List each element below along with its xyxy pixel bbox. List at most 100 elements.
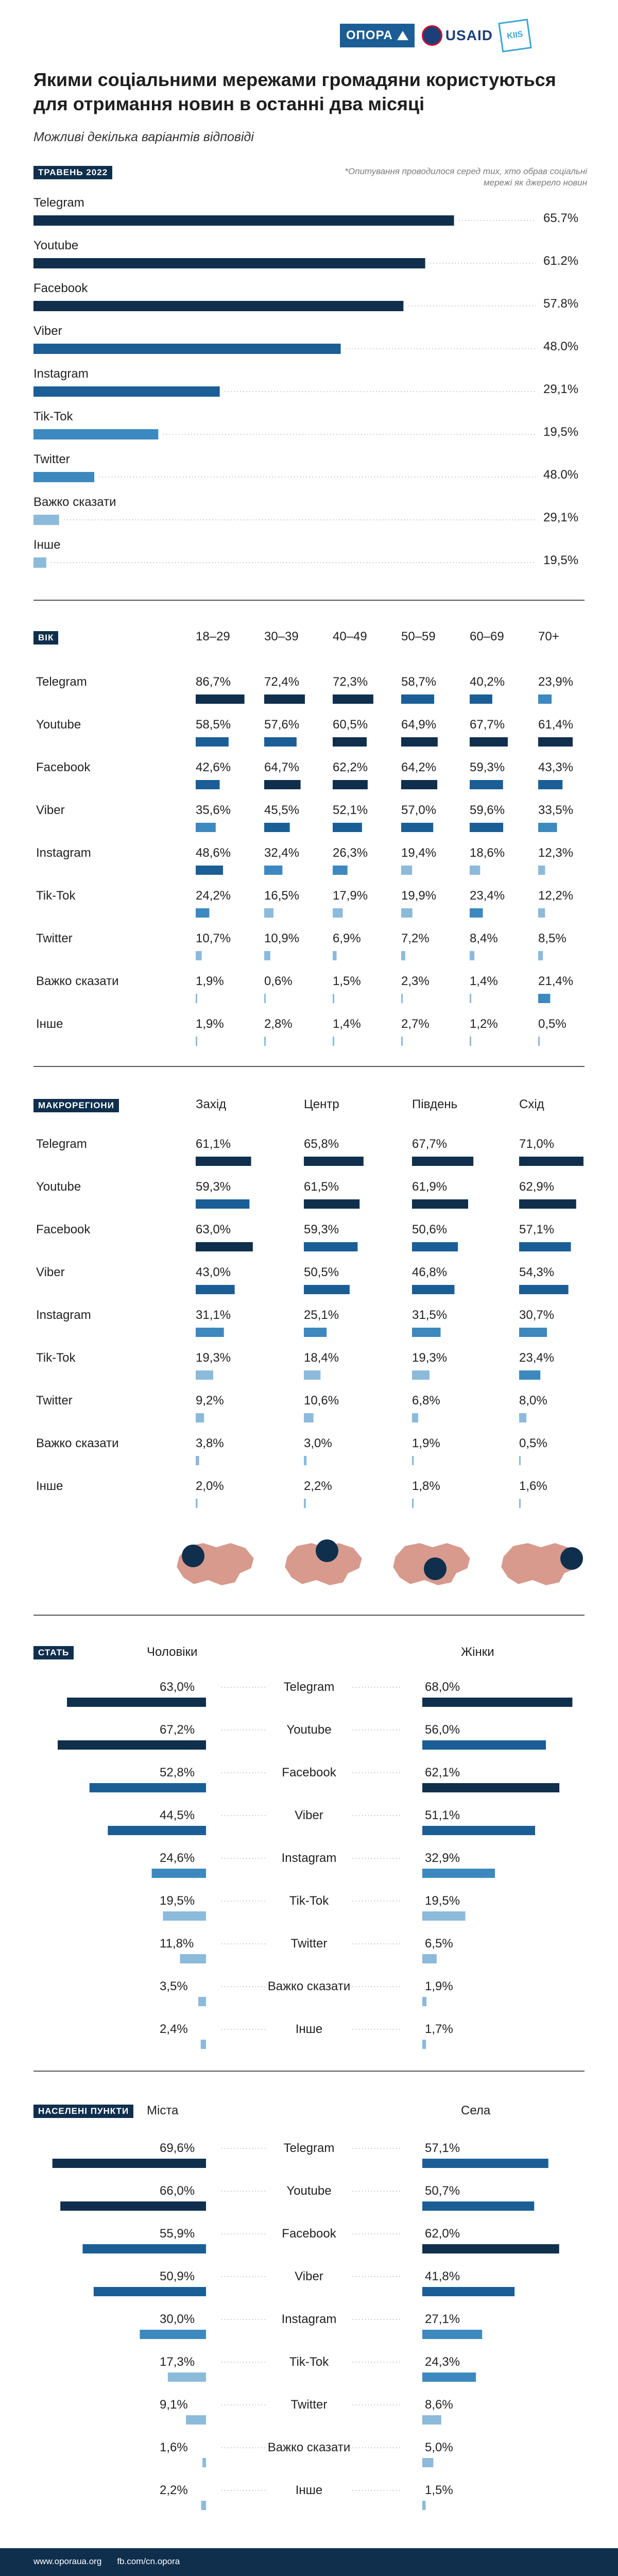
value-label: 45,5% — [264, 803, 300, 817]
bar — [196, 1328, 224, 1337]
value-label: 0,5% — [519, 1436, 547, 1450]
left-bar — [186, 2415, 206, 2425]
bar — [401, 737, 438, 747]
value-label: 10,6% — [304, 1394, 339, 1408]
footer-site[interactable]: www.oporaua.org — [33, 2556, 102, 2566]
bar — [412, 1242, 458, 1251]
value-label: 6,8% — [412, 1394, 440, 1408]
tag-settlements: НАСЕЛЕНІ ПУНКТИ — [33, 2105, 134, 2118]
bar — [333, 823, 362, 832]
category-label: Інше — [295, 2483, 323, 2497]
left-group-label: Міста — [147, 2104, 179, 2117]
value-label: 35,6% — [196, 803, 231, 817]
value-label: 2,8% — [264, 1017, 293, 1031]
bar — [519, 1242, 571, 1251]
left-value-label: 3,5% — [160, 1979, 188, 1993]
bar — [33, 344, 341, 354]
left-bar — [200, 2040, 206, 2049]
bar — [412, 1328, 441, 1337]
right-bar — [422, 1698, 573, 1707]
bar — [538, 780, 563, 789]
value-label: 29,1% — [543, 511, 579, 524]
bar — [264, 1037, 266, 1046]
footer-fb[interactable]: fb.com/cn.opora — [117, 2556, 180, 2566]
category-label: Youtube — [286, 1723, 332, 1737]
value-label: 61,9% — [412, 1180, 448, 1194]
category-label: Viber — [295, 2269, 323, 2283]
left-value-label: 11,8% — [160, 1937, 194, 1951]
bar — [412, 1413, 418, 1422]
value-label: 59,6% — [470, 803, 505, 817]
category-label: Facebook — [282, 1766, 336, 1780]
right-value-label: 57,1% — [425, 2141, 460, 2155]
right-bar — [422, 2244, 559, 2253]
right-bar — [422, 2287, 515, 2296]
bar — [538, 908, 545, 918]
bar — [196, 1456, 199, 1465]
bar — [304, 1157, 364, 1166]
value-label: 8,0% — [519, 1394, 547, 1408]
bar — [470, 908, 483, 918]
value-label: 57,1% — [519, 1223, 555, 1236]
bar — [333, 694, 373, 704]
right-bar — [422, 2415, 441, 2425]
bar — [264, 737, 297, 747]
value-label: 59,3% — [196, 1180, 231, 1194]
value-label: 33,5% — [538, 803, 574, 817]
right-value-label: 19,5% — [425, 1894, 460, 1908]
bar — [264, 694, 305, 704]
value-label: 25,1% — [304, 1308, 339, 1322]
value-label: 17,9% — [333, 889, 368, 903]
bar — [519, 1285, 569, 1294]
bar — [519, 1157, 583, 1166]
category-label: Youtube — [286, 2184, 332, 2198]
region-map-icon — [281, 1539, 366, 1589]
tag-may-2022: ТРАВЕНЬ 2022 — [33, 166, 113, 179]
page-subtitle: Можливі декілька варіантів відповіді — [33, 130, 254, 144]
right-value-label: 41,8% — [425, 2269, 460, 2283]
left-bar — [202, 2458, 206, 2467]
bar — [538, 694, 552, 704]
category-label: Instagram — [36, 846, 91, 860]
left-bar — [108, 1826, 206, 1835]
column-header: 30–39 — [264, 630, 299, 643]
bar — [538, 823, 557, 832]
bar — [412, 1285, 455, 1294]
bar — [470, 694, 492, 704]
category-label: Twitter — [36, 1394, 73, 1408]
value-label: 10,7% — [196, 931, 231, 945]
value-label: 65.7% — [543, 211, 579, 225]
value-label: 1,8% — [412, 1479, 440, 1493]
category-label: Інше — [295, 2022, 323, 2036]
value-label: 6,9% — [333, 931, 361, 945]
value-label: 2,7% — [401, 1017, 430, 1031]
left-value-label: 2,4% — [160, 2022, 188, 2036]
value-label: 8,5% — [538, 931, 566, 945]
bar — [196, 1413, 204, 1422]
value-label: 9,2% — [196, 1394, 224, 1408]
category-label: Facebook — [36, 760, 91, 774]
region-map-icon — [497, 1539, 583, 1589]
value-label: 23,4% — [470, 889, 505, 903]
bar — [538, 737, 573, 747]
category-label: Viber — [36, 1265, 65, 1279]
category-label: Telegram — [283, 2141, 335, 2155]
value-label: 46,8% — [412, 1265, 448, 1279]
bar — [519, 1199, 576, 1209]
bar — [304, 1413, 314, 1422]
bar — [470, 866, 480, 875]
left-value-label: 19,5% — [160, 1894, 195, 1908]
category-label: Tik-Tok — [36, 1351, 76, 1365]
column-header: 18–29 — [196, 630, 230, 643]
bar — [304, 1499, 306, 1508]
value-label: 59,3% — [470, 760, 505, 774]
bar — [264, 780, 301, 789]
value-label: 19,3% — [196, 1351, 231, 1365]
column-header: 50–59 — [401, 630, 436, 643]
bar — [304, 1328, 327, 1337]
bar — [196, 694, 245, 704]
bar — [519, 1413, 527, 1422]
value-label: 62,9% — [519, 1180, 555, 1194]
value-label: 40,2% — [470, 675, 505, 689]
